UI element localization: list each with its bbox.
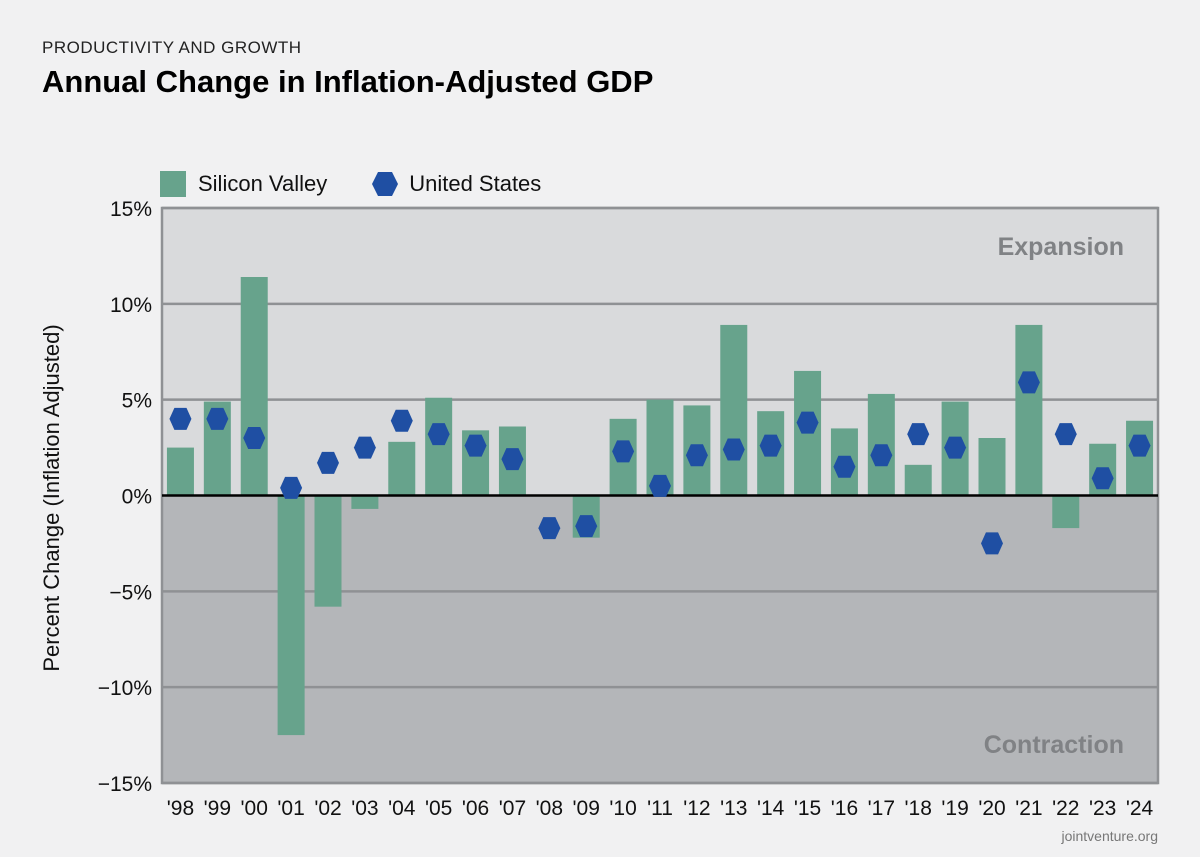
marker-united-states [243,427,266,449]
marker-united-states [722,438,745,461]
marker-united-states [390,409,413,432]
marker-united-states [575,515,598,538]
bar-silicon-valley [978,438,1006,496]
x-tick-label: '10 [609,797,636,820]
legend: Silicon Valley United States [160,170,585,198]
x-tick-label: '15 [794,797,821,820]
x-tick-label: '00 [241,797,268,820]
legend-label-silicon-valley: Silicon Valley [198,171,328,196]
marker-united-states [759,434,782,457]
region-label-expansion: Expansion [998,233,1124,261]
y-tick-label: 10% [110,294,152,317]
x-tick-label: '21 [1015,797,1042,820]
marker-united-states [796,411,819,434]
marker-united-states [649,474,671,497]
marker-united-states [353,436,376,459]
marker-united-states [169,407,192,430]
y-tick-label: −5% [109,581,152,604]
x-tick-label: '24 [1126,797,1154,820]
x-tick-label: '98 [167,797,194,820]
source-credit: jointventure.org [1061,828,1158,844]
legend-item-silicon-valley: Silicon Valley [160,171,327,197]
marker-united-states [612,440,635,463]
marker-united-states [464,434,487,457]
marker-united-states [538,517,561,540]
marker-united-states [981,532,1003,555]
x-tick-label: '12 [683,797,710,820]
bar-silicon-valley [314,495,342,607]
bar-silicon-valley [277,495,305,736]
marker-united-states [870,444,893,467]
marker-united-states [1091,467,1114,490]
chart-kicker: PRODUCTIVITY AND GROWTH [42,38,302,57]
bar-silicon-valley [1126,420,1154,496]
bar-silicon-valley [720,324,748,496]
x-tick-label: '22 [1052,797,1079,820]
x-tick-label: '03 [351,797,378,820]
x-tick-label: '08 [536,797,563,820]
x-tick-label: '05 [425,797,452,820]
x-tick-label: '17 [868,797,895,820]
x-tick-label: '02 [314,797,341,820]
legend-label-united-states: United States [409,171,542,196]
y-tick-label: 5% [122,390,152,413]
x-tick-label: '09 [573,797,600,820]
region-label-contraction: Contraction [984,731,1124,759]
y-tick-label: 0% [122,486,152,509]
marker-united-states [317,451,339,474]
marker-united-states [206,407,229,430]
x-tick-label: '04 [388,797,416,820]
marker-united-states [1017,371,1040,394]
x-tick-label: '06 [462,797,489,820]
bar-silicon-valley [240,277,268,496]
x-tick-label: '23 [1089,797,1116,820]
x-tick-label: '01 [277,797,304,820]
marker-united-states [1128,434,1151,457]
x-tick-label: '07 [499,797,526,820]
x-tick-label: '99 [204,797,231,820]
marker-united-states [833,455,856,478]
marker-united-states [907,423,930,446]
bar-silicon-valley [351,495,379,509]
chart-title: Annual Change in Inflation-Adjusted GDP [42,64,654,99]
bar-silicon-valley [904,464,932,496]
marker-united-states [944,436,967,459]
bar-silicon-valley [1052,495,1080,529]
marker-united-states [280,476,303,499]
x-tick-label: '18 [905,797,932,820]
x-tick-label: '13 [720,797,747,820]
legend-swatch-bar [160,171,186,197]
x-tick-label: '19 [941,797,968,820]
hexagon-icon [372,172,399,196]
x-tick-label: '11 [647,797,673,820]
marker-united-states [427,423,450,446]
y-tick-label: −10% [98,677,152,700]
y-tick-label: 15% [110,198,152,221]
bar-silicon-valley [1015,324,1043,496]
bar-silicon-valley [425,397,453,496]
marker-united-states [501,448,524,471]
marker-united-states [685,444,708,467]
bar-silicon-valley [388,441,416,496]
x-tick-label: '16 [831,797,858,820]
bar-silicon-valley [166,447,194,496]
x-tick-label: '14 [757,797,785,820]
legend-item-united-states: United States [371,170,541,198]
marker-united-states [1054,423,1077,446]
y-tick-label: −15% [98,773,152,796]
x-tick-label: '20 [978,797,1005,820]
